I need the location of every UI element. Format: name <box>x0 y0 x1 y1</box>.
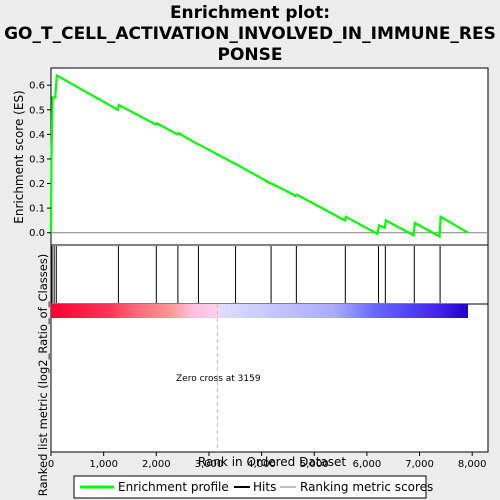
x-tick-label: 7,000 <box>405 459 434 470</box>
y-tick-label: 0.5 <box>29 105 45 116</box>
es-profile-line <box>49 73 469 239</box>
hits-panel <box>50 244 489 305</box>
y-tick-label: 0.1 <box>29 204 45 215</box>
zero-cross-label: Zero cross at 3159 <box>176 374 261 384</box>
y-tick-label: 0.3 <box>29 154 45 165</box>
x-tick-label: 8,000 <box>458 459 487 470</box>
metric-panel <box>50 303 489 453</box>
y-tick-label: 0.2 <box>29 179 45 190</box>
es-panel <box>50 67 489 246</box>
y-tick-label: 0.6 <box>29 81 45 92</box>
x-tick-label: 0 <box>48 459 54 470</box>
hit-markers <box>51 246 441 303</box>
x-axis-ticks: 0 1,000 2,000 3,000 4,000 5,000 6,000 7,000 8,00… <box>48 452 487 470</box>
y-axis-label-metric: Ranked list metric (log2_Ratio_of_Classe… <box>36 254 50 497</box>
x-tick-label: 3,000 <box>195 459 224 470</box>
x-tick-label: 6,000 <box>353 459 382 470</box>
legend-hit-label: Hits <box>253 480 276 494</box>
legend-es-label: Enrichment profile <box>118 480 229 494</box>
metric-gradient-bar <box>51 304 468 318</box>
y-axis-label-es: Enrichment score (ES) <box>12 90 26 223</box>
x-tick-label: 2,000 <box>142 459 171 470</box>
y-tick-label: 0.4 <box>29 130 45 141</box>
x-tick-label: 1,000 <box>89 459 118 470</box>
x-tick-label: 5,000 <box>300 459 329 470</box>
y-axis-ticks: 0.0 0.1 0.2 0.3 0.4 0.5 0.6 <box>29 81 51 239</box>
title-line-2: GO_T_CELL_ACTIVATION_INVOLVED_IN_IMMUNE_… <box>4 24 496 44</box>
y-tick-label: 0.0 <box>29 228 45 239</box>
x-axis-label: Rank in Ordered Dataset <box>198 455 346 469</box>
legend-metric-label: Ranking metric scores <box>300 480 433 494</box>
title-line-1: Enrichment plot: <box>170 3 330 23</box>
x-tick-label: 4,000 <box>247 459 276 470</box>
title-line-3: PONSE <box>218 45 283 65</box>
